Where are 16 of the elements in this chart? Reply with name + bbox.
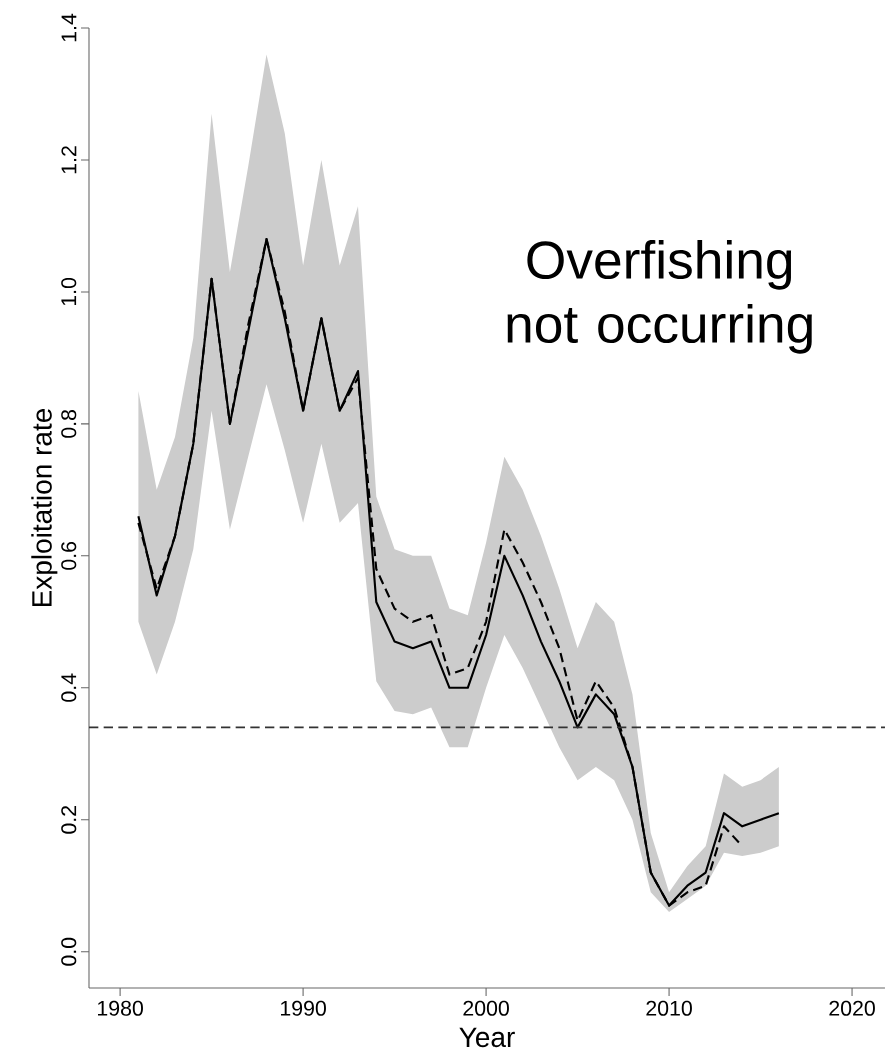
y-tick-label: 0.4: [61, 673, 77, 702]
x-tick-label: 2000: [463, 1000, 509, 1016]
y-tick-label: 1.0: [61, 277, 77, 306]
y-tick-label: 1.2: [61, 146, 77, 174]
y-tick-label: 0.2: [61, 805, 77, 834]
y-tick-label: 0.0: [61, 937, 77, 966]
y-tick-label: 0.6: [61, 541, 77, 570]
x-tick-label: 2010: [646, 1000, 692, 1016]
y-tick-label: 0.8: [61, 409, 77, 438]
y-tick-label: 1.4: [61, 13, 77, 42]
y-axis-title: Exploitation rate: [31, 408, 58, 607]
x-tick-label: 2020: [829, 1000, 875, 1016]
annotation: Overfishing not occurring: [507, 239, 812, 354]
x-tick-label: 1990: [280, 1000, 326, 1016]
x-tick-label: 1980: [98, 1000, 143, 1016]
x-axis-title: Year: [459, 1027, 515, 1048]
